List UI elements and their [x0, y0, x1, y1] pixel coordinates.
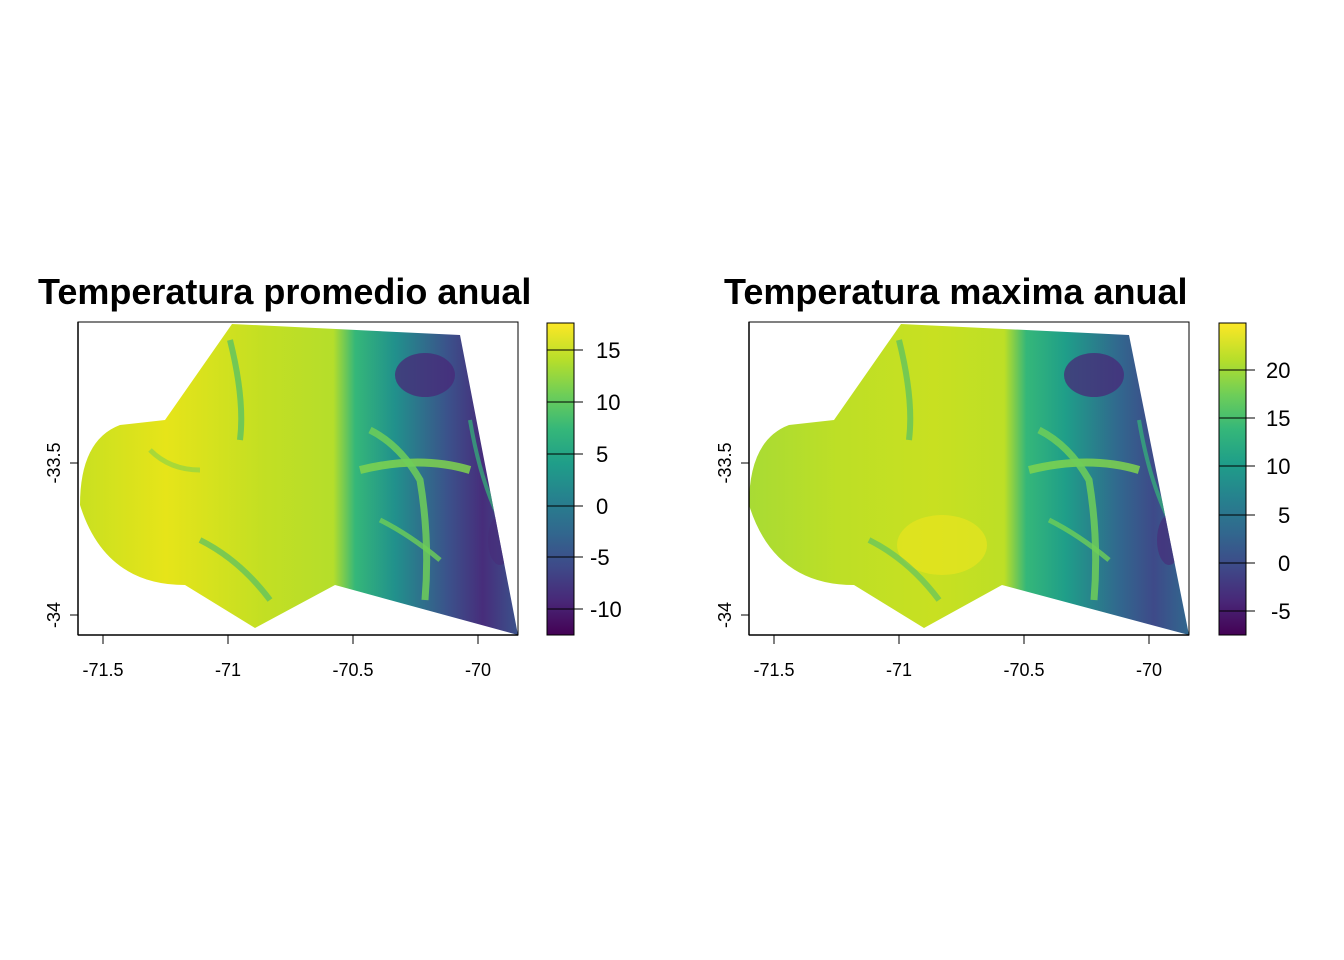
legend-label: 0 [1278, 551, 1290, 576]
x-tick-label: -70 [1136, 660, 1162, 680]
legend-bar [1218, 322, 1247, 636]
y-axis: -33.5 -34 [44, 322, 79, 635]
legend-label: 10 [1266, 454, 1290, 479]
color-legend: 20 15 10 5 0 -5 [1218, 322, 1291, 636]
legend-label: 5 [596, 442, 608, 467]
map-panel-max-temperature: Temperatura maxima anual [672, 0, 1344, 960]
legend-label: 15 [596, 338, 620, 363]
color-legend: 15 10 5 0 -5 -10 [546, 322, 622, 636]
x-tick-label: -70 [465, 660, 491, 680]
y-tick-label: -34 [44, 602, 64, 628]
y-tick-label: -33.5 [44, 442, 64, 483]
legend-label: -10 [590, 597, 622, 622]
legend-label: 10 [596, 390, 620, 415]
map-svg: -71.5 -71 -70.5 -70 -33.5 -34 20 15 10 5… [715, 321, 1291, 680]
x-tick-label: -71.5 [82, 660, 123, 680]
x-tick-label: -71 [215, 660, 241, 680]
y-tick-label: -34 [715, 602, 735, 628]
legend-label: 5 [1278, 503, 1290, 528]
legend-label: 15 [1266, 406, 1290, 431]
valley-pattern [867, 339, 1181, 602]
legend-bar [546, 322, 575, 636]
map-title: Temperatura promedio anual [38, 271, 532, 312]
x-tick-label: -70.5 [1003, 660, 1044, 680]
x-tick-label: -70.5 [332, 660, 373, 680]
x-tick-label: -71 [886, 660, 912, 680]
legend-label: -5 [1271, 599, 1291, 624]
map-title: Temperatura maxima anual [724, 271, 1188, 312]
map-panel-mean-temperature: Temperatura promedio anual [38, 271, 622, 680]
x-axis: -71.5 -71 -70.5 -70 [749, 634, 1189, 680]
y-axis: -33.5 -34 [715, 322, 750, 635]
legend-label: -5 [590, 545, 610, 570]
y-tick-label: -33.5 [715, 442, 735, 483]
x-axis: -71.5 -71 -70.5 -70 [78, 634, 518, 680]
x-tick-label: -71.5 [753, 660, 794, 680]
map-svg: -71.5 -71 -70.5 -70 -33.5 -34 15 10 5 0 [44, 321, 622, 680]
raster-region [749, 324, 1189, 635]
raster-region [80, 324, 518, 635]
legend-label: 20 [1266, 358, 1290, 383]
legend-label: 0 [596, 494, 608, 519]
